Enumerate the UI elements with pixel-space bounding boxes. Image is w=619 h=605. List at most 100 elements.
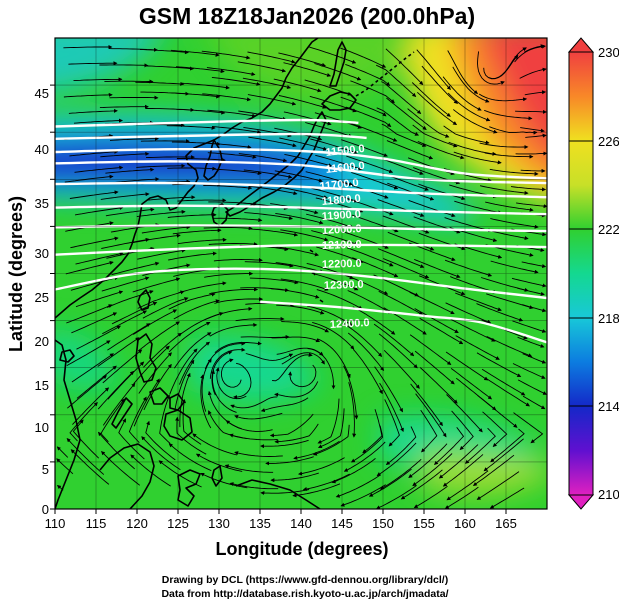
streamline <box>233 362 252 400</box>
contour-label-12200: 12200.0 <box>322 258 362 271</box>
streamline <box>376 107 420 136</box>
streamline <box>385 48 424 86</box>
streamline <box>378 290 424 316</box>
streamline <box>145 155 196 160</box>
contour-label-12000: 12000.0 <box>322 223 362 237</box>
streamline <box>56 446 69 458</box>
streamline <box>235 316 285 322</box>
streamline <box>141 225 191 234</box>
contour-label-11700: 11700.0 <box>319 177 359 193</box>
contour-line-11900 <box>55 181 547 199</box>
streamline <box>316 289 363 310</box>
streamline <box>348 382 357 438</box>
streamline <box>490 260 539 274</box>
streamline <box>314 112 362 129</box>
streamline <box>288 364 317 388</box>
colorbar-label-222: 222 <box>598 222 619 237</box>
streamline <box>71 353 114 383</box>
streamline <box>522 395 546 410</box>
streamline <box>136 209 186 218</box>
streamline <box>63 44 113 50</box>
streamline <box>341 139 388 157</box>
streamline <box>517 336 545 348</box>
streamline <box>73 77 123 82</box>
map-title: GSM 18Z18Jan2026 (200.0hPa) <box>139 3 475 29</box>
colorbar-body <box>568 51 594 496</box>
streamline <box>178 281 227 294</box>
streamline <box>271 336 321 343</box>
streamline <box>70 236 119 249</box>
colorbar-bottom-triangle <box>567 494 595 510</box>
streamline <box>381 123 427 147</box>
streamline <box>347 247 394 267</box>
streamline <box>276 304 325 315</box>
streamline <box>97 337 140 367</box>
streamline <box>206 67 256 77</box>
streamline <box>212 168 262 176</box>
streamline <box>175 66 225 74</box>
streamline <box>240 334 290 340</box>
streamline <box>180 82 230 90</box>
streamline <box>102 382 136 426</box>
streamline <box>69 190 119 199</box>
streamline <box>416 49 451 90</box>
streamline <box>520 168 546 173</box>
coast-halmahera <box>211 465 223 487</box>
streamline <box>446 470 489 501</box>
x-tick-110: 110 <box>45 516 66 531</box>
streamline <box>168 251 217 261</box>
colorbar-label-226: 226 <box>598 134 619 149</box>
streamline <box>200 374 212 429</box>
streamline <box>175 416 207 455</box>
streamline <box>485 201 534 212</box>
streamline <box>146 195 196 201</box>
streamline <box>445 302 492 324</box>
streamline <box>248 185 298 196</box>
streamline <box>138 321 180 352</box>
equatorial-yellow-patch <box>420 448 547 495</box>
streamline <box>203 226 253 231</box>
streamline <box>97 370 135 410</box>
y-tick-5: 5 <box>42 462 49 477</box>
streamline <box>275 212 324 225</box>
contour-line-12100 <box>55 224 547 233</box>
streamline <box>107 323 151 351</box>
streamline <box>305 171 354 186</box>
streamline <box>132 277 181 293</box>
y-tick-30: 30 <box>35 246 49 261</box>
streamline <box>139 49 189 55</box>
streamline <box>209 287 259 295</box>
streamline <box>317 338 351 379</box>
streamline <box>177 237 227 245</box>
streamline <box>274 381 319 398</box>
streamline <box>408 443 448 478</box>
streamline <box>209 322 258 337</box>
streamline <box>281 321 330 333</box>
credit-data: Data from http://database.rish.kyoto-u.a… <box>161 588 448 600</box>
streamline <box>510 186 547 192</box>
colorbar-label-210: 210 <box>598 487 619 502</box>
streamline <box>386 97 427 130</box>
streamline <box>310 138 358 154</box>
streamline <box>383 349 420 389</box>
x-tick-145: 145 <box>331 516 353 531</box>
streamline <box>346 155 394 174</box>
y-tick-45: 45 <box>35 86 49 101</box>
x-axis: 110 115 120 125 130 135 140 145 150 155 … <box>45 509 517 531</box>
colorbar: 230 226 222 218 214 210 <box>567 37 619 510</box>
streamline <box>192 433 238 456</box>
streamline <box>167 212 217 218</box>
streamline <box>421 65 459 104</box>
streamline <box>133 345 170 384</box>
x-tick-135: 135 <box>249 516 271 531</box>
streamline <box>64 174 114 183</box>
streamline <box>490 428 525 463</box>
streamline <box>99 104 149 109</box>
streamline <box>310 187 359 203</box>
streamline <box>340 47 387 68</box>
streamline <box>309 95 357 113</box>
streamline <box>111 261 160 276</box>
plot-area: 11500.0 11600.0 11700.0 11800.0 11900.0 … <box>55 38 547 509</box>
y-axis: 0 5 10 15 20 25 30 35 40 45 <box>35 84 55 517</box>
credit-drawing: Drawing by DCL (https://www.gfd-dennou.o… <box>162 574 448 586</box>
